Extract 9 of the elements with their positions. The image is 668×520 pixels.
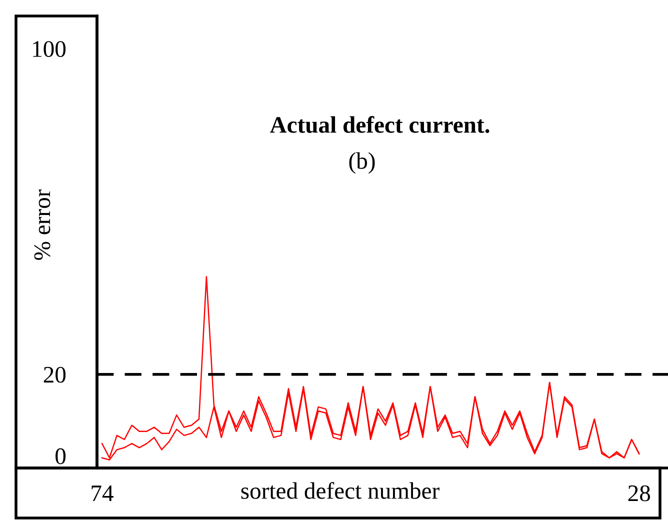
y-tick-label: 100 — [33, 41, 66, 57]
y-axis-title: % error — [34, 189, 50, 260]
x-tick-label: 28 — [628, 485, 650, 502]
x-tick-label: 74 — [92, 486, 114, 502]
y-tick-label: 0 — [56, 448, 66, 464]
text: (b) — [349, 152, 375, 174]
x-axis-title: sorted defect number — [241, 482, 440, 499]
text: Actual defect current. — [270, 116, 490, 134]
y-tick-label: 20 — [44, 366, 66, 383]
